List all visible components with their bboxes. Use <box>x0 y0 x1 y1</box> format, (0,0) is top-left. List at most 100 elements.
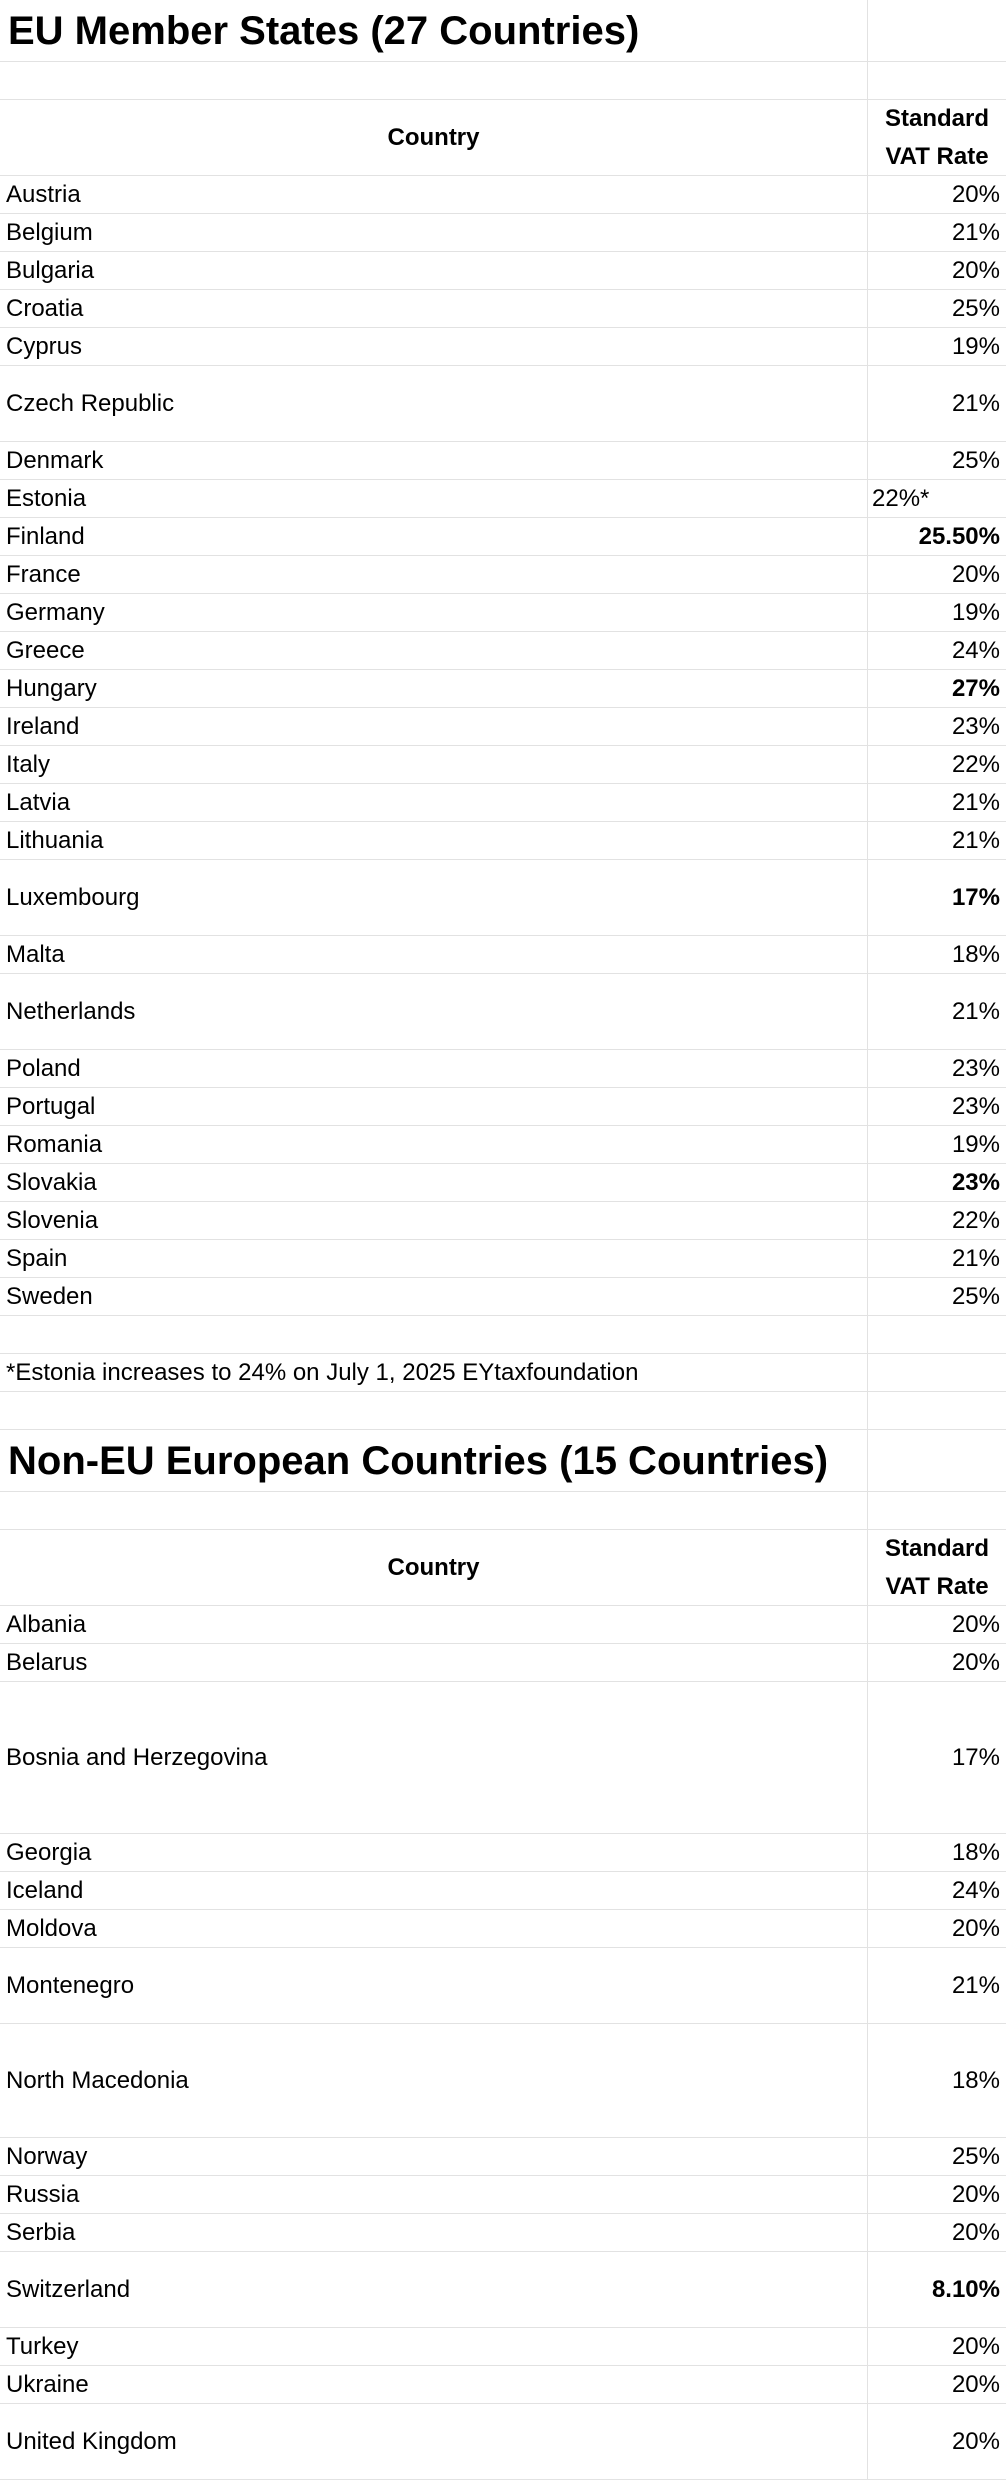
country-cell[interactable]: Iceland <box>0 1872 868 1909</box>
empty-cell[interactable] <box>868 1430 1006 1491</box>
vat-rate-cell[interactable]: 25% <box>951 1282 1000 1310</box>
country-cell[interactable]: Cyprus <box>0 328 868 365</box>
country-cell[interactable]: Hungary <box>0 670 868 707</box>
vat-rate-cell[interactable]: 19% <box>951 598 1000 626</box>
country-cell[interactable]: Turkey <box>0 2328 868 2365</box>
vat-rate-cell[interactable]: 25.50% <box>918 522 1000 550</box>
country-cell[interactable]: Spain <box>0 1240 868 1277</box>
country-cell[interactable]: Lithuania <box>0 822 868 859</box>
empty-cell[interactable] <box>0 1392 868 1429</box>
country-cell[interactable]: Slovakia <box>0 1164 868 1201</box>
vat-rate-cell[interactable]: 24% <box>951 636 1000 664</box>
vat-rate-cell[interactable]: 20% <box>951 2427 1000 2455</box>
vat-rate-cell[interactable]: 23% <box>951 1168 1000 1196</box>
vat-rate-cell[interactable]: 23% <box>951 712 1000 740</box>
country-cell[interactable]: Estonia <box>0 480 868 517</box>
country-cell[interactable]: Denmark <box>0 442 868 479</box>
country-cell[interactable]: Romania <box>0 1126 868 1163</box>
country-cell[interactable]: Croatia <box>0 290 868 327</box>
empty-cell[interactable] <box>0 1492 868 1529</box>
vat-rate-cell[interactable]: 23% <box>951 1092 1000 1120</box>
country-cell[interactable]: Malta <box>0 936 868 973</box>
country-cell[interactable]: Sweden <box>0 1278 868 1315</box>
vat-rate-cell[interactable]: 21% <box>951 389 1000 417</box>
country-cell[interactable]: Czech Republic <box>0 366 868 441</box>
country-cell[interactable]: Portugal <box>0 1088 868 1125</box>
vat-rate-cell[interactable]: 22% <box>951 750 1000 778</box>
country-header[interactable]: Country <box>0 100 868 175</box>
country-cell[interactable]: Belgium <box>0 214 868 251</box>
country-cell[interactable]: Germany <box>0 594 868 631</box>
vat-rate-cell[interactable]: 20% <box>951 256 1000 284</box>
vat-rate-cell[interactable]: 20% <box>951 1914 1000 1942</box>
country-cell[interactable]: Georgia <box>0 1834 868 1871</box>
vat-rate-cell[interactable]: 18% <box>951 2066 1000 2094</box>
vat-rate-cell[interactable]: 21% <box>951 788 1000 816</box>
vat-rate-cell[interactable]: 20% <box>951 180 1000 208</box>
vat-rate-cell[interactable]: 21% <box>951 218 1000 246</box>
country-cell[interactable]: United Kingdom <box>0 2404 868 2479</box>
country-cell[interactable]: Austria <box>0 176 868 213</box>
vat-rate-cell[interactable]: 25% <box>951 2142 1000 2170</box>
vat-rate-cell[interactable]: 20% <box>951 2370 1000 2398</box>
empty-cell[interactable] <box>868 62 1006 99</box>
vat-rate-cell[interactable]: 23% <box>951 1054 1000 1082</box>
empty-cell[interactable] <box>0 1316 868 1353</box>
vat-rate-cell[interactable]: 25% <box>951 294 1000 322</box>
country-cell[interactable]: Ukraine <box>0 2366 868 2403</box>
empty-cell[interactable] <box>868 1316 1006 1353</box>
vat-rate-cell[interactable]: 8.10% <box>931 2275 1000 2303</box>
vat-rate-cell[interactable]: 20% <box>951 1610 1000 1638</box>
country-cell[interactable]: Finland <box>0 518 868 555</box>
vat-rate-cell[interactable]: 19% <box>951 332 1000 360</box>
vat-rate-cell[interactable]: 21% <box>951 1244 1000 1272</box>
country-cell[interactable]: Ireland <box>0 708 868 745</box>
section-title[interactable]: EU Member States (27 Countries) <box>0 0 868 61</box>
vat-rate-cell[interactable]: 18% <box>951 940 1000 968</box>
vat-rate-cell[interactable]: 17% <box>951 883 1000 911</box>
vat-rate-cell[interactable]: 21% <box>951 997 1000 1025</box>
vat-rate-cell[interactable]: 21% <box>951 1971 1000 1999</box>
country-cell[interactable]: Norway <box>0 2138 868 2175</box>
country-cell[interactable]: Bulgaria <box>0 252 868 289</box>
vat-rate-cell[interactable]: 20% <box>951 2180 1000 2208</box>
country-cell[interactable]: France <box>0 556 868 593</box>
empty-cell[interactable] <box>868 1354 1006 1391</box>
country-cell[interactable]: Italy <box>0 746 868 783</box>
vat-rate-cell[interactable]: 21% <box>951 826 1000 854</box>
country-cell[interactable]: Belarus <box>0 1644 868 1681</box>
vat-rate-cell[interactable]: 20% <box>951 560 1000 588</box>
vat-rate-cell[interactable]: 27% <box>951 674 1000 702</box>
empty-cell[interactable] <box>868 1392 1006 1429</box>
empty-cell[interactable] <box>868 0 1006 61</box>
vat-rate-cell[interactable]: 18% <box>951 1838 1000 1866</box>
country-cell[interactable]: Netherlands <box>0 974 868 1049</box>
country-cell[interactable]: Greece <box>0 632 868 669</box>
country-cell[interactable]: Slovenia <box>0 1202 868 1239</box>
vat-rate-cell[interactable]: 22%* <box>872 484 930 512</box>
country-cell[interactable]: North Macedonia <box>0 2024 868 2137</box>
vat-rate-cell[interactable]: 20% <box>951 2332 1000 2360</box>
country-cell[interactable]: Bosnia and Herzegovina <box>0 1682 868 1833</box>
vat-rate-header[interactable]: Standard VAT Rate <box>868 100 1006 175</box>
country-header[interactable]: Country <box>0 1530 868 1605</box>
country-cell[interactable]: Russia <box>0 2176 868 2213</box>
vat-rate-cell[interactable]: 22% <box>951 1206 1000 1234</box>
footnote[interactable]: *Estonia increases to 24% on July 1, 202… <box>0 1354 868 1391</box>
vat-rate-cell[interactable]: 25% <box>951 446 1000 474</box>
empty-cell[interactable] <box>868 1492 1006 1529</box>
vat-rate-header[interactable]: Standard VAT Rate <box>868 1530 1006 1605</box>
vat-rate-cell[interactable]: 20% <box>951 2218 1000 2246</box>
vat-rate-cell[interactable]: 19% <box>951 1130 1000 1158</box>
empty-cell[interactable] <box>0 62 868 99</box>
section-title[interactable]: Non-EU European Countries (15 Countries) <box>0 1430 868 1491</box>
vat-rate-cell[interactable]: 17% <box>951 1743 1000 1771</box>
country-cell[interactable]: Moldova <box>0 1910 868 1947</box>
country-cell[interactable]: Switzerland <box>0 2252 868 2327</box>
country-cell[interactable]: Poland <box>0 1050 868 1087</box>
country-cell[interactable]: Montenegro <box>0 1948 868 2023</box>
country-cell[interactable]: Serbia <box>0 2214 868 2251</box>
country-cell[interactable]: Latvia <box>0 784 868 821</box>
country-cell[interactable]: Luxembourg <box>0 860 868 935</box>
country-cell[interactable]: Albania <box>0 1606 868 1643</box>
